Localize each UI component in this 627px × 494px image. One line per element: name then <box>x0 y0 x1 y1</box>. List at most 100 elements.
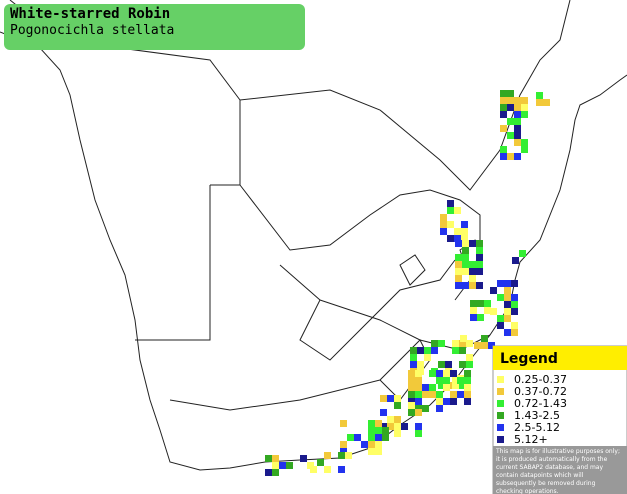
cell <box>368 448 375 455</box>
cell <box>265 455 272 462</box>
cell <box>382 427 389 434</box>
cell <box>338 466 345 473</box>
cell <box>447 207 454 214</box>
cell <box>488 342 495 349</box>
legend: Legend 0.25-0.370.37-0.720.72-1.431.43-2… <box>492 345 627 494</box>
cell <box>512 257 519 264</box>
cell <box>455 275 462 282</box>
cell <box>408 377 415 384</box>
cell <box>464 370 471 377</box>
cell <box>310 466 317 473</box>
cell <box>415 430 422 437</box>
cell <box>408 409 415 416</box>
cell <box>387 395 394 402</box>
cell <box>500 125 507 132</box>
cell <box>455 282 462 289</box>
cell <box>415 384 422 391</box>
cell <box>436 398 443 405</box>
cell <box>476 282 483 289</box>
cell <box>394 416 401 423</box>
cell <box>514 139 521 146</box>
cell <box>436 377 443 384</box>
cell <box>455 268 462 275</box>
cell <box>543 99 550 106</box>
legend-title: Legend <box>500 351 558 367</box>
cell <box>459 382 466 389</box>
cell <box>466 361 473 368</box>
cell <box>477 314 484 321</box>
cell <box>340 441 347 448</box>
cell <box>521 104 528 111</box>
cell <box>415 409 422 416</box>
cell <box>440 221 447 228</box>
cell <box>440 228 447 235</box>
cell <box>469 268 476 275</box>
cell <box>481 342 488 349</box>
cell <box>347 434 354 441</box>
cell <box>504 280 511 287</box>
cell <box>300 455 307 462</box>
cell <box>375 441 382 448</box>
legend-swatch <box>497 400 504 407</box>
note: This map is for illustrative purposes on… <box>496 448 620 494</box>
cell <box>507 132 514 139</box>
cell <box>387 423 394 430</box>
cell <box>452 340 459 347</box>
legend-label: 5.12+ <box>514 433 548 446</box>
cell <box>500 146 507 153</box>
cell <box>410 354 417 361</box>
cell <box>500 90 507 97</box>
cell <box>461 221 468 228</box>
cell <box>484 300 491 307</box>
cell <box>504 294 511 301</box>
cell <box>408 384 415 391</box>
cell <box>464 377 471 384</box>
cell <box>272 469 279 476</box>
cell <box>424 347 431 354</box>
title-box <box>4 4 305 50</box>
cell <box>504 301 511 308</box>
cell <box>447 200 454 207</box>
legend-swatch <box>497 412 504 419</box>
subtitle: Pogonocichla stellata <box>10 23 174 38</box>
cell <box>317 459 324 466</box>
cell <box>368 441 375 448</box>
cell <box>415 405 422 412</box>
cell <box>380 423 387 430</box>
cell <box>443 370 450 377</box>
cell <box>279 462 286 469</box>
cell <box>415 423 422 430</box>
cell <box>536 92 543 99</box>
cell <box>429 391 436 398</box>
cell <box>286 462 293 469</box>
cell <box>504 329 511 336</box>
cell <box>504 315 511 322</box>
legend-header <box>493 346 627 370</box>
cell <box>415 398 422 405</box>
cell <box>443 377 450 384</box>
cell <box>382 434 389 441</box>
cell <box>415 370 422 377</box>
cell <box>454 228 461 235</box>
cell <box>514 132 521 139</box>
cell <box>443 384 450 391</box>
cell <box>324 466 331 473</box>
cell <box>466 354 473 361</box>
cell <box>410 361 417 368</box>
legend-label: 2.5-5.12 <box>514 421 560 434</box>
cell <box>422 391 429 398</box>
cell <box>455 240 462 247</box>
legend-items: 0.25-0.370.37-0.720.72-1.431.43-2.52.5-5… <box>497 373 567 446</box>
cell <box>417 347 424 354</box>
cell <box>447 221 454 228</box>
note-wrap: This map is for illustrative purposes on… <box>496 448 620 494</box>
cell <box>511 322 518 329</box>
cell <box>466 340 473 347</box>
cell <box>438 340 445 347</box>
cell <box>469 261 476 268</box>
cell <box>417 361 424 368</box>
cell <box>454 207 461 214</box>
cell <box>375 434 382 441</box>
cell <box>497 315 504 322</box>
